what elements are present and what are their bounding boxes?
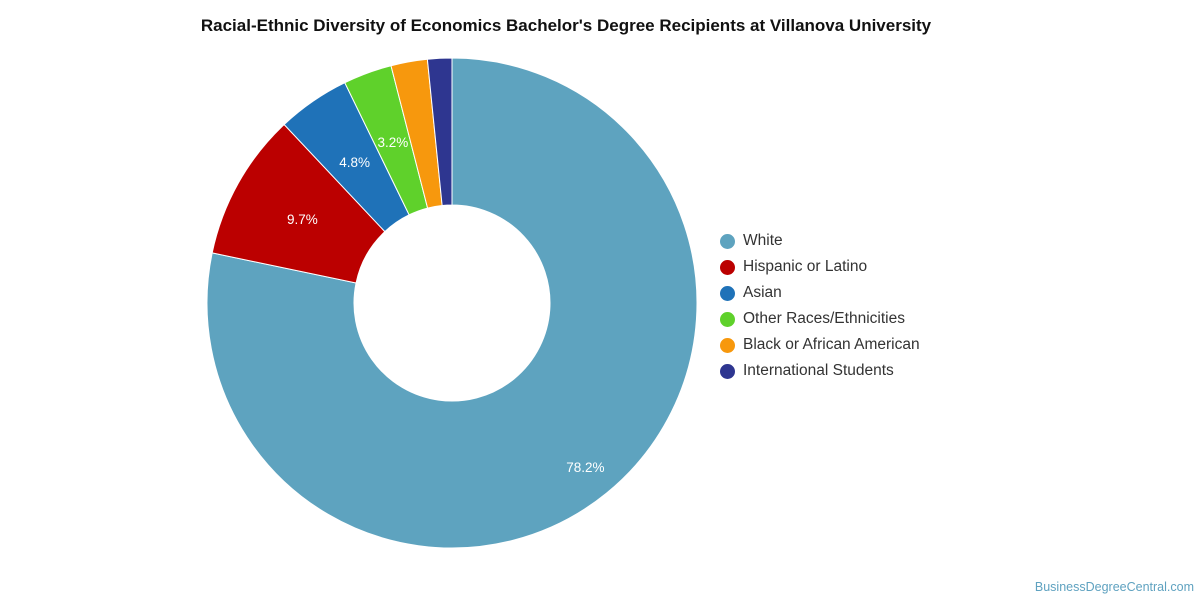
- data-label-other-races-ethnicities: 3.2%: [377, 135, 408, 150]
- slices-group: [206, 57, 698, 549]
- legend-label: Hispanic or Latino: [743, 258, 868, 275]
- legend: White Hispanic or Latino Asian Other Races/…: [720, 228, 920, 384]
- legend-swatch: [720, 259, 735, 275]
- legend-swatch: [720, 337, 735, 353]
- legend-item[interactable]: Asian: [720, 280, 920, 306]
- legend-label: Other Races/Ethnicities: [743, 310, 905, 327]
- data-labels-group: 78.2% 9.7% 4.8% 3.2%: [287, 135, 605, 475]
- legend-swatch: [720, 363, 735, 379]
- data-label-asian: 4.8%: [339, 155, 370, 170]
- data-label-white: 78.2%: [566, 460, 604, 475]
- legend-label: Black or African American: [743, 336, 920, 353]
- legend-swatch: [720, 233, 735, 249]
- watermark[interactable]: BusinessDegreeCentral.com: [1034, 580, 1194, 594]
- legend-label: Asian: [743, 284, 782, 301]
- slice-international-students[interactable]: [426, 57, 453, 207]
- legend-item[interactable]: Black or African American: [720, 332, 920, 358]
- legend-item[interactable]: International Students: [720, 358, 920, 384]
- legend-item[interactable]: Other Races/Ethnicities: [720, 306, 920, 332]
- legend-label: International Students: [743, 362, 894, 379]
- legend-swatch: [720, 285, 735, 301]
- legend-swatch: [720, 311, 735, 327]
- legend-label: White: [743, 232, 783, 249]
- chart-title: Racial-Ethnic Diversity of Economics Bac…: [200, 16, 932, 35]
- legend-item[interactable]: White: [720, 228, 920, 254]
- data-label-hispanic-or-latino: 9.7%: [287, 212, 318, 227]
- slice-white[interactable]: [206, 57, 698, 549]
- legend-item[interactable]: Hispanic or Latino: [720, 254, 920, 280]
